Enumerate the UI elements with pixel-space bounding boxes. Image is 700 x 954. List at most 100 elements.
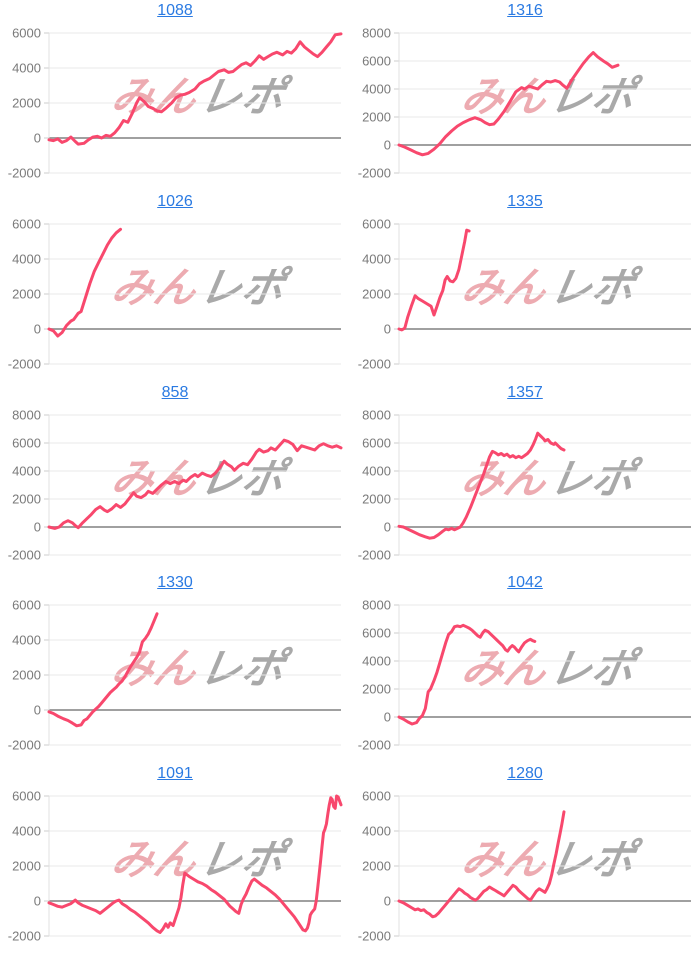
- y-axis-label: 6000: [12, 26, 41, 41]
- chart-title-row: 1335: [350, 193, 700, 211]
- chart-title-row: 1091: [0, 765, 350, 783]
- series-line: [397, 810, 566, 919]
- y-axis-label: 4000: [362, 463, 391, 478]
- y-axis-label: 4000: [362, 654, 391, 669]
- y-axis-label: 4000: [12, 633, 41, 648]
- chart-cell: みんレポ 8000 6000 4000 2000 0 -2000 858: [0, 381, 350, 573]
- series-line: [47, 438, 343, 530]
- y-axis-label: 6000: [362, 789, 391, 804]
- y-axis-label: 4000: [12, 251, 41, 266]
- chart-cell: みんレポ 6000 4000 2000 0 -2000 1280: [350, 763, 700, 954]
- y-axis-label: 0: [384, 138, 391, 153]
- y-axis-label: -2000: [358, 547, 391, 562]
- y-axis-label: 6000: [12, 216, 41, 231]
- series-line: [47, 612, 159, 728]
- y-axis-label: 6000: [362, 626, 391, 641]
- y-axis-label: 6000: [12, 598, 41, 613]
- line-chart: 8000 6000 4000 2000 0 -2000: [8, 407, 343, 562]
- y-axis-label: 0: [384, 321, 391, 336]
- y-axis-label: 2000: [12, 491, 41, 506]
- y-axis-label: 8000: [362, 598, 391, 613]
- line-chart: 6000 4000 2000 0 -2000: [8, 26, 343, 181]
- y-axis-label: -2000: [8, 356, 41, 371]
- y-axis-label: 2000: [362, 491, 391, 506]
- y-axis-label: 8000: [12, 407, 41, 422]
- y-axis-label: 0: [384, 894, 391, 909]
- y-axis-label: 2000: [362, 859, 391, 874]
- y-axis-label: 2000: [362, 286, 391, 301]
- chart-title-link[interactable]: 1280: [507, 765, 543, 783]
- y-axis-label: 2000: [12, 286, 41, 301]
- chart-title-link[interactable]: 1091: [157, 765, 193, 783]
- y-axis-label: 6000: [362, 54, 391, 69]
- y-axis-label: -2000: [8, 738, 41, 753]
- y-axis-label: 2000: [362, 682, 391, 697]
- line-chart: 6000 4000 2000 0 -2000: [358, 216, 691, 371]
- line-chart: 6000 4000 2000 0 -2000: [8, 789, 343, 944]
- y-axis-label: 8000: [362, 407, 391, 422]
- y-axis-label: 4000: [12, 463, 41, 478]
- chart-cell: みんレポ 8000 6000 4000 2000 0 -2000 1316: [350, 0, 700, 191]
- y-axis-label: -2000: [358, 929, 391, 944]
- chart-title-row: 1026: [0, 193, 350, 211]
- y-axis-label: 8000: [362, 26, 391, 41]
- line-chart: 8000 6000 4000 2000 0 -2000: [358, 407, 691, 562]
- chart-title-row: 1316: [350, 2, 700, 20]
- chart-cell: みんレポ 8000 6000 4000 2000 0 -2000 1042: [350, 572, 700, 764]
- series-line: [47, 32, 343, 146]
- y-axis-label: 0: [34, 131, 41, 146]
- series-line: [47, 794, 343, 935]
- chart-title-row: 1330: [0, 574, 350, 592]
- chart-title-link[interactable]: 1316: [507, 2, 543, 19]
- y-axis-label: -2000: [358, 738, 391, 753]
- series-line: [397, 51, 620, 157]
- line-chart: 6000 4000 2000 0 -2000: [358, 789, 691, 944]
- series-line: [397, 624, 537, 726]
- y-axis-label: 2000: [12, 668, 41, 683]
- y-axis-label: 2000: [12, 859, 41, 874]
- chart-cell: みんレポ 6000 4000 2000 0 -2000 1091: [0, 763, 350, 954]
- y-axis-label: -2000: [358, 166, 391, 181]
- chart-title-link[interactable]: 1330: [157, 574, 193, 592]
- y-axis-label: -2000: [8, 929, 41, 944]
- series-line: [397, 228, 471, 332]
- chart-cell: みんレポ 6000 4000 2000 0 -2000 1335: [350, 190, 700, 382]
- y-axis-label: 2000: [362, 110, 391, 125]
- chart-title-link[interactable]: 1357: [507, 383, 543, 401]
- chart-title-link[interactable]: 1335: [507, 192, 543, 210]
- y-axis-label: 6000: [12, 435, 41, 450]
- chart-title-row: 858: [0, 384, 350, 402]
- y-axis-label: 4000: [12, 824, 41, 839]
- chart-title-row: 1280: [350, 765, 700, 783]
- y-axis-label: 2000: [12, 96, 41, 111]
- y-axis-label: -2000: [358, 356, 391, 371]
- chart-title-link[interactable]: 858: [161, 383, 189, 401]
- y-axis-label: 6000: [12, 789, 41, 804]
- line-chart: 8000 6000 4000 2000 0 -2000: [358, 598, 691, 753]
- line-chart: 6000 4000 2000 0 -2000: [8, 598, 341, 753]
- chart-cell: みんレポ 8000 6000 4000 2000 0 -2000 1357: [350, 381, 700, 573]
- chart-cell: みんレポ 6000 4000 2000 0 -2000 1330: [0, 572, 350, 764]
- y-axis-label: 4000: [362, 82, 391, 97]
- y-axis-label: 0: [34, 321, 41, 336]
- y-axis-label: 4000: [362, 251, 391, 266]
- chart-cell: みんレポ 6000 4000 2000 0 -2000 1026: [0, 190, 350, 382]
- line-chart: 6000 4000 2000 0 -2000: [8, 216, 341, 371]
- y-axis-label: 6000: [362, 435, 391, 450]
- y-axis-label: 4000: [12, 61, 41, 76]
- y-axis-label: 0: [34, 703, 41, 718]
- y-axis-label: 0: [34, 894, 41, 909]
- y-axis-label: 0: [384, 710, 391, 725]
- chart-title-row: 1357: [350, 384, 700, 402]
- y-axis-label: -2000: [8, 166, 41, 181]
- y-axis-label: -2000: [8, 547, 41, 562]
- y-axis-label: 4000: [362, 824, 391, 839]
- chart-title-link[interactable]: 1042: [507, 574, 543, 592]
- chart-title-row: 1042: [350, 574, 700, 592]
- chart-cell: みんレポ 6000 4000 2000 0 -2000 1088: [0, 0, 350, 191]
- chart-title-row: 1088: [0, 2, 350, 20]
- chart-title-link[interactable]: 1088: [157, 2, 193, 19]
- chart-title-link[interactable]: 1026: [157, 192, 193, 210]
- y-axis-label: 0: [384, 519, 391, 534]
